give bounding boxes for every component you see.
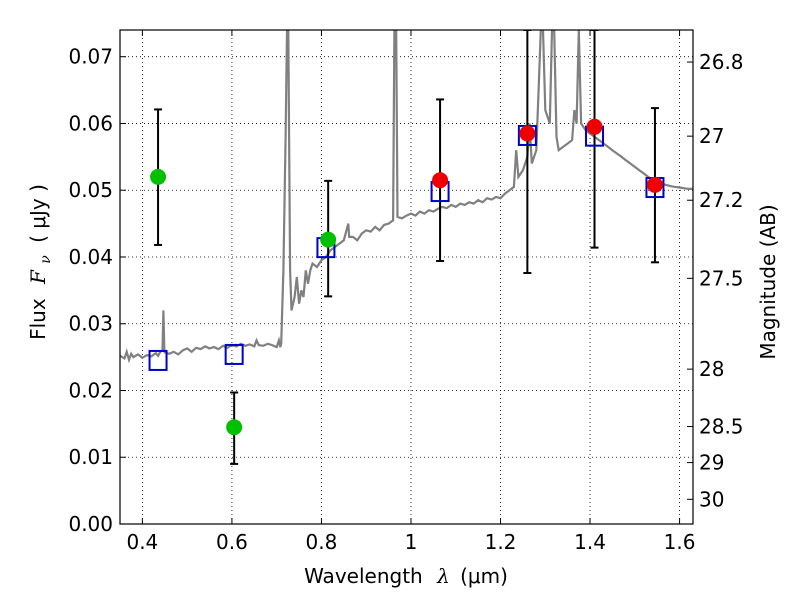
y-tick-label: 0.05	[68, 178, 113, 202]
y2-tick-label: 28.5	[699, 415, 744, 439]
x-axis-unit: (μm)	[460, 564, 508, 588]
x-tick-label: 0.8	[306, 530, 338, 554]
x-tick-label: 1	[405, 530, 418, 554]
model-square-marker	[224, 343, 244, 365]
axis-ticks: 0.4 0.6 0.8 1 1.2 1.4 1.6 0.00 0.01 0.02 0.03 0.04 0…	[68, 30, 744, 554]
red-point	[519, 125, 536, 142]
y-tick-label: 0.02	[68, 378, 113, 402]
y2-tick-label: 27.2	[699, 188, 744, 212]
plot-background	[120, 30, 693, 524]
spectrum-line	[120, 30, 693, 364]
x-tick-label: 0.6	[216, 530, 248, 554]
y2-tick-label: 27	[699, 124, 724, 148]
y2-tick-label: 27.5	[699, 266, 744, 290]
red-point	[646, 176, 663, 193]
green-point	[320, 231, 337, 248]
detection-points	[150, 118, 663, 436]
x-tick-label: 1.4	[574, 530, 606, 554]
y-tick-label: 0.01	[68, 445, 113, 469]
y-tick-label: 0.06	[68, 111, 113, 135]
y-axis-unit: ( μJy )	[26, 184, 50, 243]
y2-tick-label: 26.8	[699, 50, 744, 74]
x-axis-label: Wavelength	[304, 564, 423, 588]
x-tick-label: 0.4	[126, 530, 158, 554]
y-tick-label: 0.07	[68, 45, 113, 69]
y-tick-label: 0.03	[68, 312, 113, 336]
x-tick-label: 1.2	[485, 530, 517, 554]
y2-tick-label: 30	[699, 487, 724, 511]
y-axis-symbol-sub: ν	[38, 255, 54, 264]
plot-frame	[119, 29, 694, 525]
green-point	[150, 168, 167, 185]
y-axis-label: Flux	[26, 298, 50, 340]
model-square-marker	[148, 349, 168, 371]
y2-tick-label: 28	[699, 357, 724, 381]
y2-tick-label: 29	[699, 451, 724, 475]
data-layer	[120, 30, 693, 465]
y-axis-title: Flux F ν ( μJy )	[26, 184, 55, 340]
y2-axis-title: Magnitude (AB)	[756, 204, 780, 359]
y-tick-label: 0.04	[68, 245, 113, 269]
green-point	[226, 419, 243, 436]
x-tick-label: 1.6	[664, 530, 696, 554]
red-point	[432, 172, 449, 189]
x-axis-title: Wavelength λ (μm)	[304, 564, 508, 588]
red-point	[586, 118, 603, 135]
y-axis-symbol: F	[26, 269, 50, 285]
x-axis-symbol: λ	[436, 564, 450, 588]
y-tick-label: 0.00	[68, 512, 113, 536]
